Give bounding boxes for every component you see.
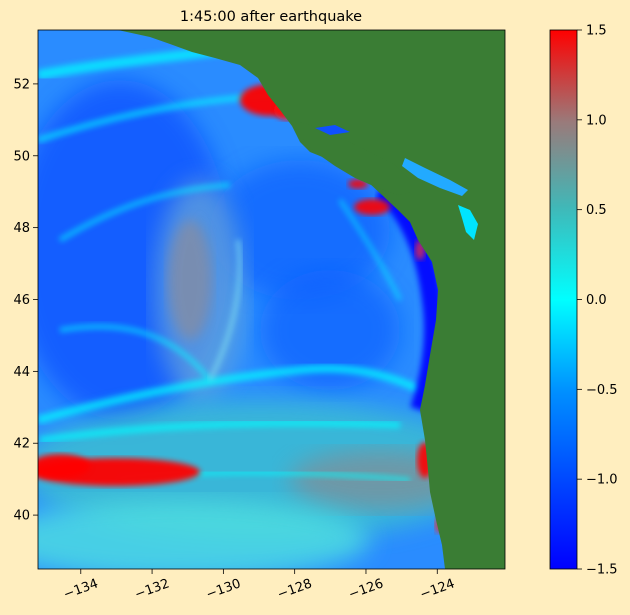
colorbar-tick-label: 0.5 [586, 203, 607, 218]
y-tick-label: 44 [13, 365, 30, 380]
map-panel [38, 30, 505, 569]
colorbar-ticks: 1.5 1.0 0.5 0.0 −0.5 −1.0 −1.5 [577, 24, 618, 578]
colorbar-tick-label: −1.0 [586, 473, 618, 488]
vancouver-island [300, 122, 412, 195]
x-tick-label: −132 [133, 576, 172, 602]
colorbar-gradient [549, 29, 578, 570]
colorbar-tick-label: 1.0 [586, 113, 607, 128]
colorbar-tick-label: 0.0 [586, 293, 607, 308]
map-title: 1:45:00 after earthquake [180, 9, 362, 25]
strait-of-georgia [402, 158, 468, 196]
colorbar: 1.5 1.0 0.5 0.0 −0.5 −1.0 −1.5 [549, 24, 618, 578]
x-tick-label: −128 [275, 576, 314, 602]
wave-field [38, 35, 500, 569]
x-axis: −134 −132 −130 −128 −126 −124 [62, 569, 457, 603]
x-tick-label: −126 [347, 576, 386, 602]
colorbar-tick-label: −1.5 [586, 563, 618, 578]
y-tick-label: 52 [13, 77, 30, 92]
y-tick-label: 50 [13, 149, 30, 164]
y-tick-label: 48 [13, 221, 30, 236]
y-tick-label: 40 [13, 509, 30, 524]
puget-sound [458, 205, 478, 240]
colorbar-tick-label: 1.5 [586, 24, 607, 39]
y-tick-label: 46 [13, 293, 30, 308]
y-tick-label: 42 [13, 437, 30, 452]
colorbar-tick-label: −0.5 [586, 383, 618, 398]
x-tick-label: −124 [418, 576, 457, 602]
x-tick-label: −134 [62, 576, 101, 602]
coastal-inlet [315, 125, 350, 135]
y-axis: 40 42 44 46 48 50 52 [13, 77, 38, 524]
x-tick-label: −130 [204, 576, 243, 602]
